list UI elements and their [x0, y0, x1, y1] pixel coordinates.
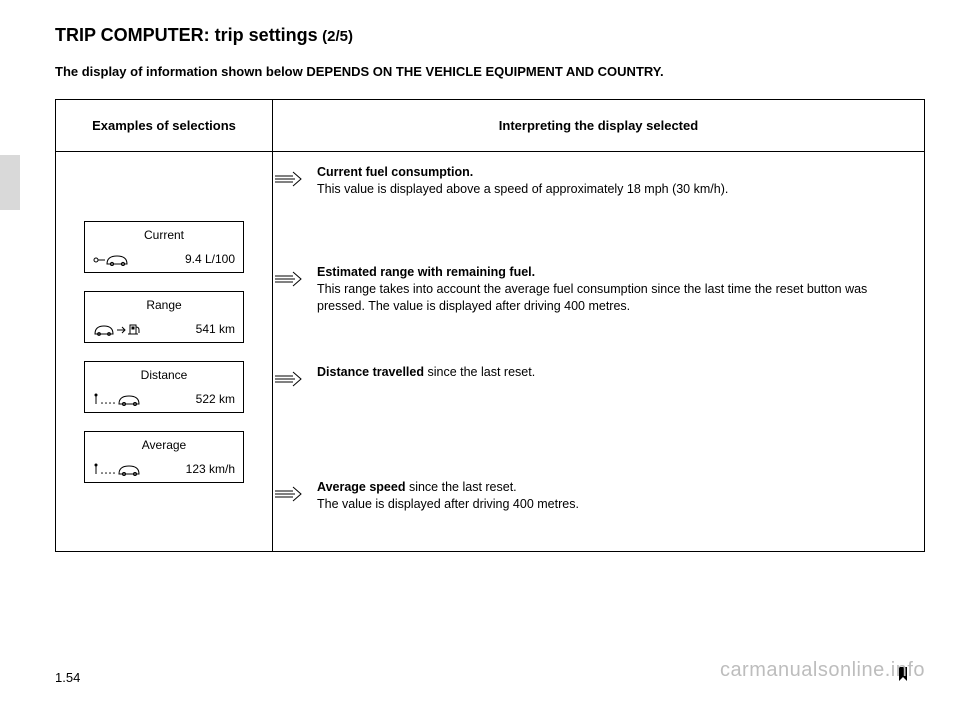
page-title: TRIP COMPUTER: trip settings (2/5) [55, 25, 925, 46]
flag-trail-car-icon [93, 462, 145, 476]
desc-rest: This value is displayed above a speed of… [317, 182, 728, 196]
car-exhaust-icon [93, 252, 133, 266]
display-box-distance: Distance [84, 361, 244, 413]
watermark: carmanualsonline.info [720, 659, 925, 682]
settings-table: Examples of selections Interpreting the … [55, 99, 925, 552]
description-row: Estimated range with remaining fuel. Thi… [273, 264, 914, 324]
description-row: Average speed since the last reset. The … [273, 479, 914, 539]
desc-rest: since the last reset. [424, 365, 535, 379]
title-paren: (2/5) [322, 28, 353, 45]
page-subtitle: The display of information shown below D… [55, 64, 925, 79]
arrow-icon [273, 485, 303, 508]
arrow-icon [273, 370, 303, 393]
display-value: 123 km/h [186, 462, 235, 476]
display-value: 522 km [196, 392, 235, 406]
page-number: 1.54 [55, 670, 80, 685]
col-header-right: Interpreting the display selected [273, 100, 925, 152]
desc-bold: Average speed [317, 480, 405, 494]
description-text: Current fuel consumption. This value is … [317, 164, 914, 198]
display-label: Distance [93, 368, 235, 382]
display-label: Average [93, 438, 235, 452]
desc-bold: Current fuel consumption. [317, 165, 473, 179]
description-text: Average speed since the last reset. The … [317, 479, 914, 513]
display-box-average: Average [84, 431, 244, 483]
display-label: Current [93, 228, 235, 242]
table-row: Current 9.4 L/ [56, 152, 925, 552]
arrow-icon [273, 170, 303, 193]
desc-bold: Distance travelled [317, 365, 424, 379]
display-value: 9.4 L/100 [185, 252, 235, 266]
title-main: TRIP COMPUTER: trip settings [55, 25, 318, 45]
description-text: Distance travelled since the last reset. [317, 364, 914, 381]
desc-bold: Estimated range with remaining fuel. [317, 265, 535, 279]
arrow-icon [273, 270, 303, 293]
display-value: 541 km [196, 322, 235, 336]
description-row: Current fuel consumption. This value is … [273, 164, 914, 224]
display-box-range: Range [84, 291, 244, 343]
description-text: Estimated range with remaining fuel. Thi… [317, 264, 914, 315]
desc-rest: This range takes into account the averag… [317, 282, 867, 313]
display-label: Range [93, 298, 235, 312]
description-row: Distance travelled since the last reset. [273, 364, 914, 424]
car-to-pump-icon [93, 322, 145, 336]
side-tab-marker [0, 155, 20, 210]
display-box-current: Current 9.4 L/ [84, 221, 244, 273]
col-header-left: Examples of selections [56, 100, 273, 152]
flag-trail-car-icon [93, 392, 145, 406]
